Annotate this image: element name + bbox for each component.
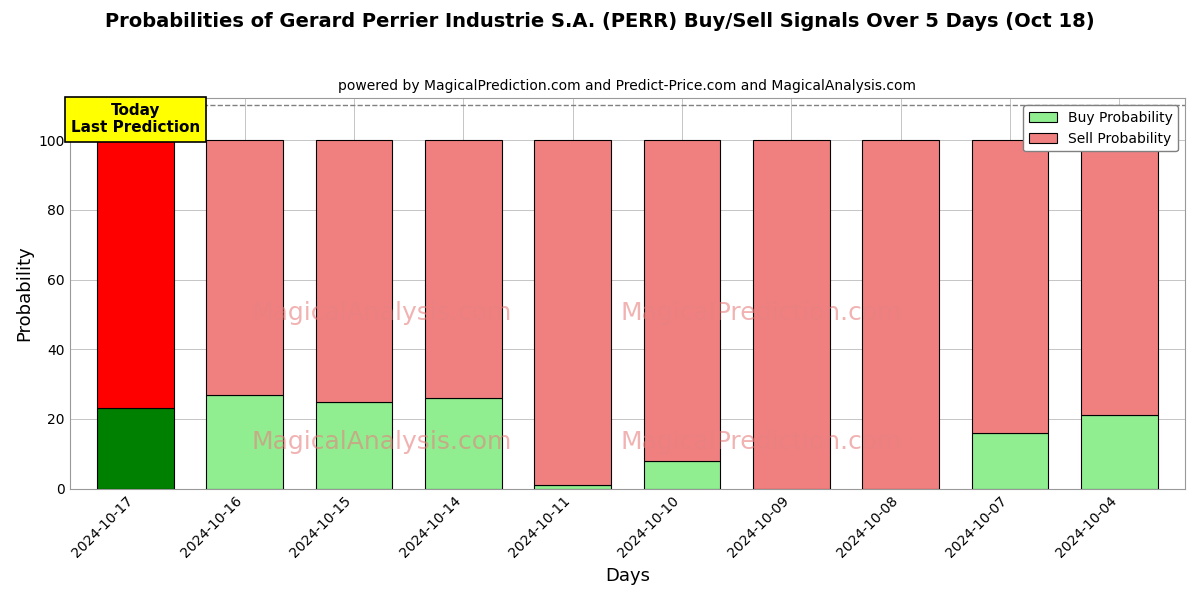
Bar bbox=[97, 409, 174, 488]
Text: Probabilities of Gerard Perrier Industrie S.A. (PERR) Buy/Sell Signals Over 5 Da: Probabilities of Gerard Perrier Industri… bbox=[106, 12, 1094, 31]
Bar bbox=[863, 140, 938, 488]
Bar bbox=[1081, 415, 1158, 488]
Text: MagicalPrediction.com: MagicalPrediction.com bbox=[620, 430, 902, 454]
Bar bbox=[206, 140, 283, 395]
Bar bbox=[534, 140, 611, 485]
Bar bbox=[643, 461, 720, 488]
Bar bbox=[425, 140, 502, 398]
Legend: Buy Probability, Sell Probability: Buy Probability, Sell Probability bbox=[1024, 105, 1178, 151]
Text: Today
Last Prediction: Today Last Prediction bbox=[71, 103, 200, 136]
Bar bbox=[643, 140, 720, 461]
Bar bbox=[97, 140, 174, 409]
Bar bbox=[1081, 140, 1158, 415]
X-axis label: Days: Days bbox=[605, 567, 650, 585]
Text: MagicalPrediction.com: MagicalPrediction.com bbox=[620, 301, 902, 325]
Text: MagicalAnalysis.com: MagicalAnalysis.com bbox=[252, 430, 512, 454]
Bar bbox=[425, 398, 502, 488]
Bar bbox=[972, 140, 1049, 433]
Bar bbox=[534, 485, 611, 488]
Bar bbox=[754, 140, 829, 488]
Bar bbox=[316, 401, 392, 488]
Title: powered by MagicalPrediction.com and Predict-Price.com and MagicalAnalysis.com: powered by MagicalPrediction.com and Pre… bbox=[338, 79, 917, 93]
Text: MagicalAnalysis.com: MagicalAnalysis.com bbox=[252, 301, 512, 325]
Bar bbox=[206, 395, 283, 488]
Y-axis label: Probability: Probability bbox=[14, 245, 34, 341]
Bar bbox=[316, 140, 392, 401]
Bar bbox=[972, 433, 1049, 488]
